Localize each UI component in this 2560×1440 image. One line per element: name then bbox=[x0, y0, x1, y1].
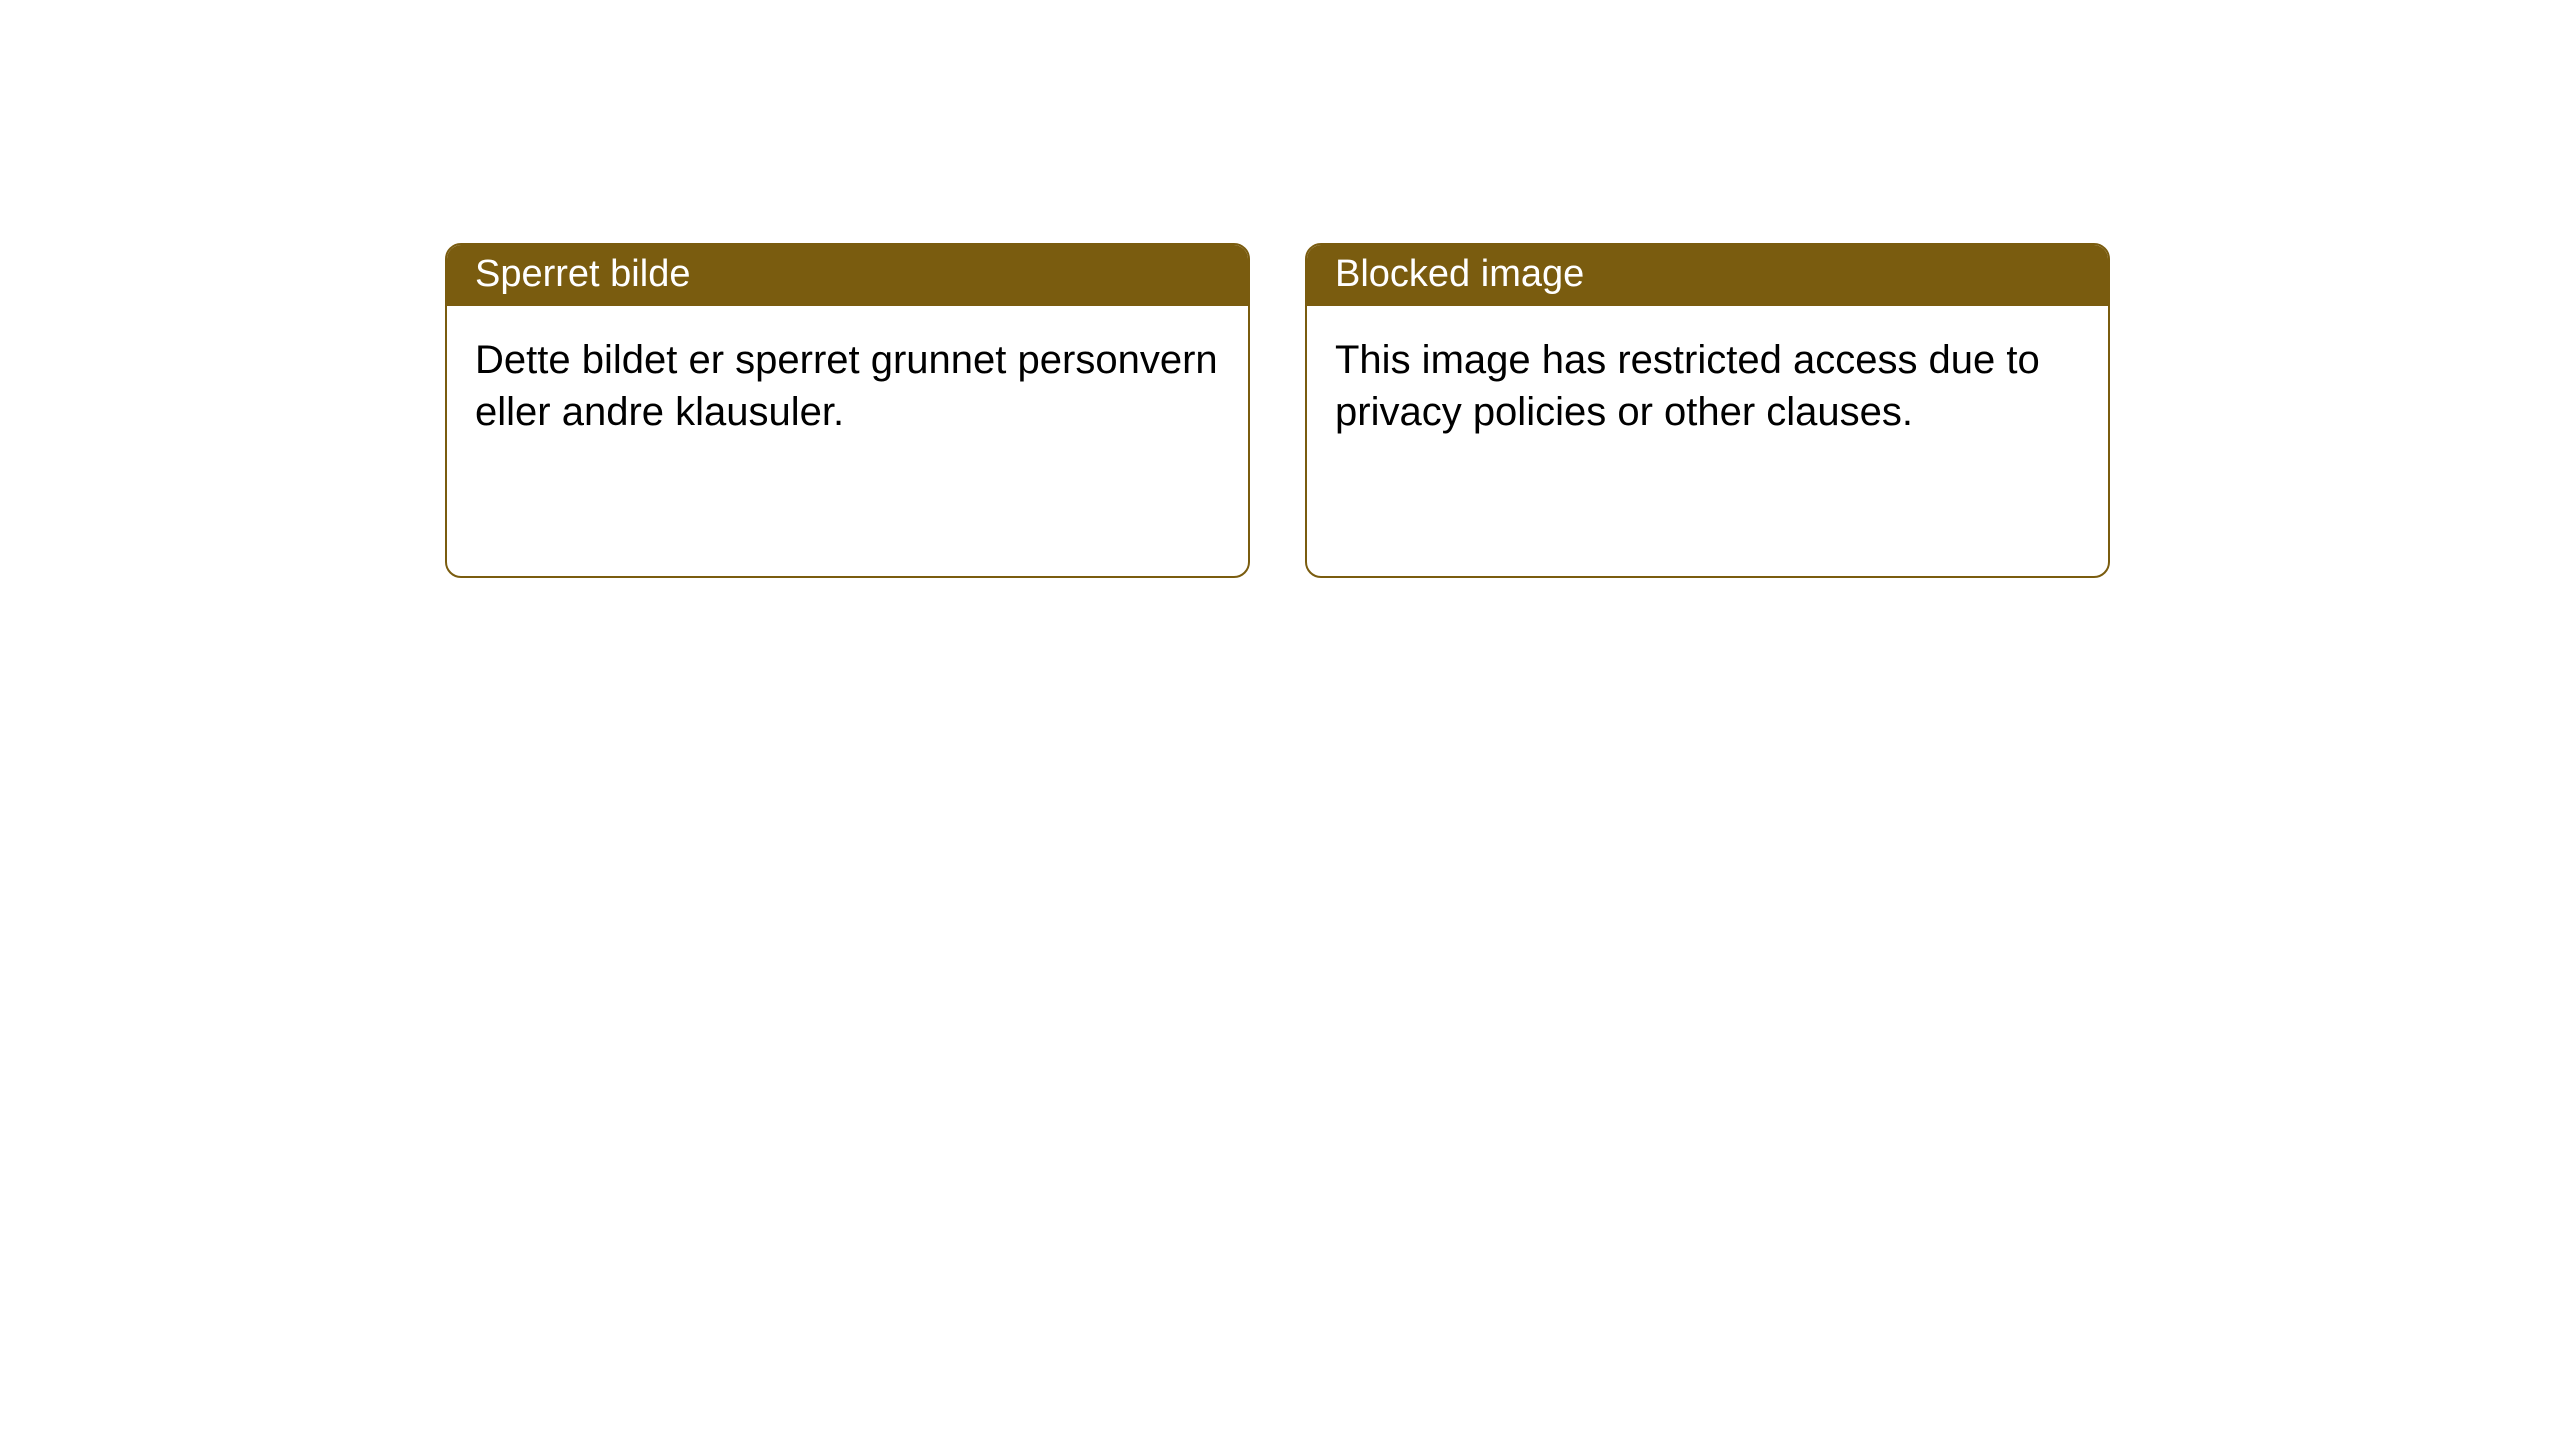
notice-body-text: Dette bildet er sperret grunnet personve… bbox=[475, 338, 1218, 434]
notice-header: Sperret bilde bbox=[447, 245, 1248, 306]
notice-title: Sperret bilde bbox=[475, 253, 690, 295]
notice-body: Dette bildet er sperret grunnet personve… bbox=[447, 306, 1248, 466]
notice-box-english: Blocked image This image has restricted … bbox=[1305, 243, 2110, 578]
notice-body-text: This image has restricted access due to … bbox=[1335, 338, 2040, 434]
notice-title: Blocked image bbox=[1335, 253, 1584, 295]
notice-header: Blocked image bbox=[1307, 245, 2108, 306]
notice-box-norwegian: Sperret bilde Dette bildet er sperret gr… bbox=[445, 243, 1250, 578]
notice-container: Sperret bilde Dette bildet er sperret gr… bbox=[0, 0, 2560, 578]
notice-body: This image has restricted access due to … bbox=[1307, 306, 2108, 466]
